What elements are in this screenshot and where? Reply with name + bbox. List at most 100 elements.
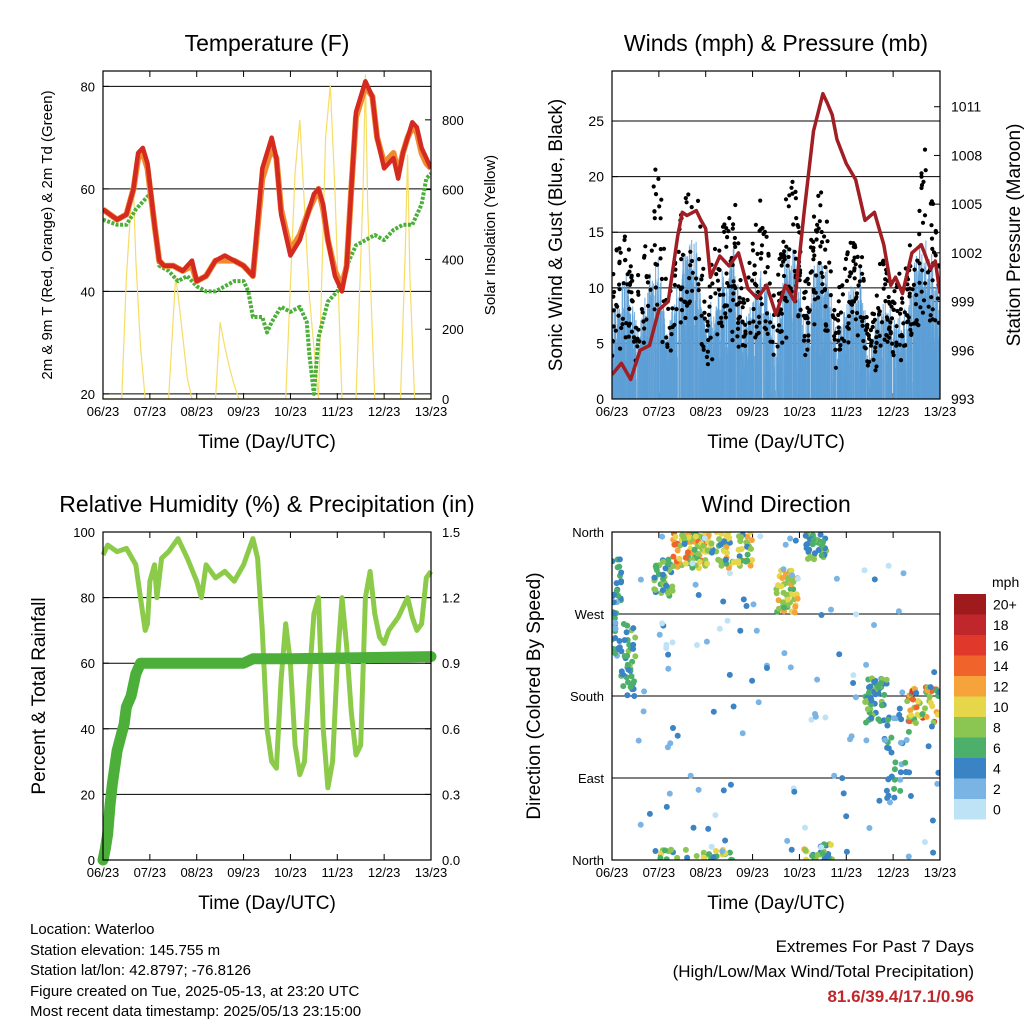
gust-point [712,246,718,252]
direction-point [618,569,625,576]
gust-point [759,243,765,248]
direction-point [866,825,873,831]
gust-point [861,338,866,344]
gust-point [836,325,841,330]
direction-point [685,549,691,556]
direction-point [640,708,647,715]
gust-point [725,235,730,240]
direction-point [913,704,920,711]
gust-point [917,261,922,266]
gust-point [758,256,764,261]
direction-point [722,837,729,844]
gust-point [929,295,934,300]
direction-point [612,635,619,641]
gust-point [658,247,663,252]
direction-point [764,665,770,671]
gust-point [737,295,742,300]
colorbar-swatch [954,696,986,717]
gust-point [905,320,910,325]
y2-tick-label: 1.5 [442,525,460,540]
gust-point [732,235,738,241]
y2-axis-label: Solar Insolation (Yellow) [482,155,499,315]
gust-point [897,342,902,347]
direction-point [657,855,664,860]
y2-tick-label: 996 [951,342,975,358]
gust-point [757,320,762,325]
gust-point [779,311,785,316]
direction-point [651,574,658,581]
gust-point [930,278,935,283]
gust-point [919,171,924,176]
gust-point [894,340,899,345]
direction-point [685,534,692,541]
gust-point [787,247,792,252]
x-tick-label: 09/23 [227,865,260,880]
direction-point [863,661,870,668]
direction-point [819,850,826,857]
gust-point [838,310,844,315]
gust-point [907,294,912,299]
gust-point [704,328,710,333]
gust-point [859,255,865,260]
direction-point [897,776,904,783]
direction-point [681,541,688,547]
direction-point [674,732,681,739]
gust-point [612,324,616,329]
x-tick-label: 10/23 [274,865,307,880]
gust-point [720,324,725,329]
gust-point [643,244,648,249]
direction-point [744,533,751,540]
gust-point [876,312,882,317]
gust-point [802,334,807,339]
gust-point [876,306,881,311]
direction-point [624,652,631,659]
gust-point [750,248,756,253]
direction-point [625,679,631,686]
direction-point [613,580,620,587]
direction-point [904,698,911,705]
direction-point [624,661,631,668]
y-tick-label: 100 [73,525,95,540]
colorbar-label: 8 [993,719,1001,735]
direction-point [728,856,735,860]
gust-point [928,313,933,318]
gust-point [846,326,851,331]
gust-point [701,347,706,352]
direction-point [897,787,904,794]
direction-point [757,533,764,540]
x-tick-label: 07/23 [643,404,676,419]
gust-point [781,273,787,279]
direction-point [713,532,720,535]
direction-point [716,557,723,564]
direction-point [931,669,938,676]
chart-title: Wind Direction [701,491,851,517]
direction-point [726,534,733,541]
gust-point [740,343,745,348]
y2-tick-label: 1002 [951,245,982,261]
gust-point [790,179,795,184]
gust-point [805,347,810,352]
colorbar-label: 0 [993,801,1001,817]
gust-point [678,320,683,325]
y-axis-label: Percent & Total Rainfall [29,597,50,794]
direction-point [612,599,617,606]
colorbar-label: 4 [993,760,1001,776]
gust-point [803,352,808,358]
x-tick-label: 12/23 [877,404,910,419]
wind-marks [612,147,940,399]
direction-point [706,851,713,858]
gust-point [684,200,689,205]
direction-point [743,603,750,609]
gust-point [892,289,897,294]
gust-point [758,227,764,232]
gust-point [668,348,673,353]
colorbar-swatch [954,635,986,656]
direction-point [898,716,905,723]
gust-point [804,313,809,318]
gust-point [920,310,926,315]
direction-point [868,714,875,721]
direction-point [905,853,912,860]
gust-point [620,316,626,321]
gust-point [636,289,641,294]
gust-point [910,287,915,292]
